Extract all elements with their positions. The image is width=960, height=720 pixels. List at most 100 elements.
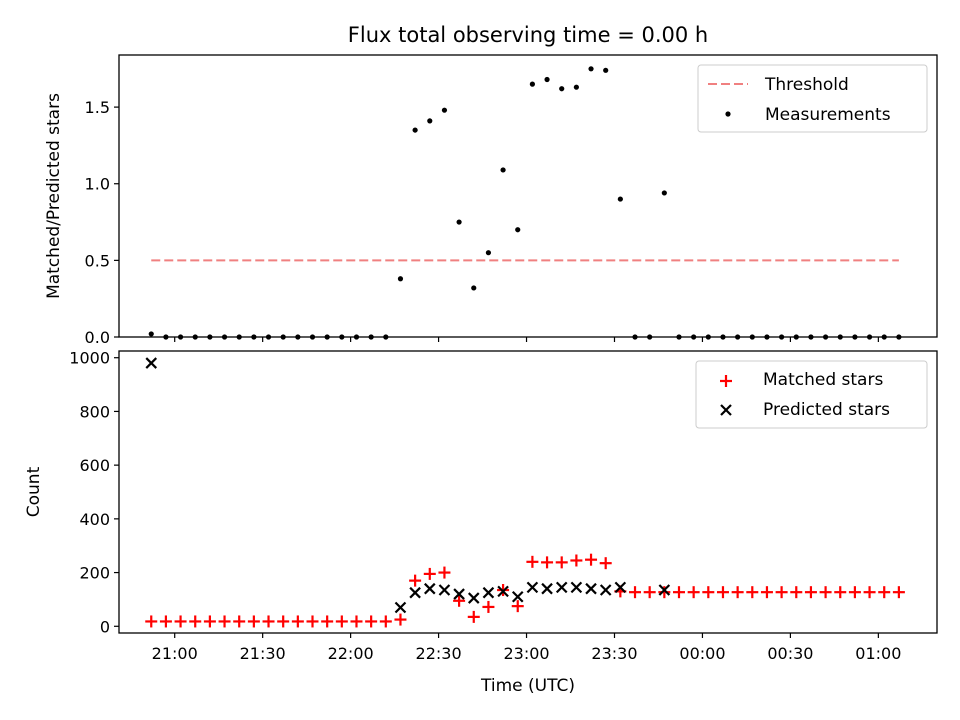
matched-star-point (672, 586, 685, 599)
matched-star-point (159, 615, 172, 628)
predicted-star-point-b (453, 588, 465, 600)
matched-star-point (145, 615, 158, 628)
matched-star-point (350, 615, 363, 628)
matched-star-point (453, 594, 466, 607)
predicted-star-point-b (438, 584, 451, 596)
count-legend-box (695, 360, 928, 429)
ratio-legend: Threshold Measurements (697, 64, 928, 133)
predicted-star-point-b (570, 581, 583, 594)
x-tick-label: 01:00 (855, 644, 901, 663)
matched-star-point (526, 555, 539, 568)
predicted-star-point (409, 586, 421, 599)
matched-star-point (555, 556, 568, 569)
matched-star-point (262, 615, 275, 628)
predicted-star-point-b (145, 357, 158, 369)
ratio-plot-frame (118, 54, 938, 338)
predicted-star-point (555, 581, 568, 594)
measurement-point (559, 86, 565, 92)
predicted-star-point (497, 585, 509, 598)
count-plot-marks (145, 357, 905, 628)
matched-star-point (438, 566, 451, 579)
ratio-y-tick-label: 0.0 (85, 328, 110, 347)
ratio-plot-marks (148, 66, 902, 340)
measurement-point (412, 127, 418, 133)
matched-star-point (658, 586, 671, 599)
matched-star-point (629, 586, 642, 599)
chart-title: Flux total observing time = 0.00 h (348, 23, 708, 47)
ratio-x-axis-ticks (174, 337, 879, 342)
measurement-point (485, 250, 492, 256)
matched-star-point (599, 557, 612, 570)
matched-star-point (892, 586, 905, 599)
predicted-star-point (511, 590, 524, 603)
predicted-star-point (145, 357, 158, 369)
x-tick-label: 21:00 (152, 644, 198, 663)
matched-star-point (570, 554, 583, 567)
threshold-legend-label: Threshold (764, 75, 849, 95)
x-tick-label: 23:00 (503, 644, 549, 663)
predicted-star-point (482, 586, 495, 599)
predicted-star-point-b (585, 582, 597, 595)
measurement-point (603, 67, 609, 73)
matched-star-point (863, 586, 876, 599)
matched-star-point (218, 615, 231, 628)
predicted-star-point-b (511, 590, 524, 603)
matched-star-point (746, 586, 759, 599)
x-tick-label: 22:00 (328, 644, 374, 663)
measurement-point (544, 76, 550, 83)
ratio-panel: Flux total observing time = 0.00 h 0.0 0.… (44, 23, 938, 347)
count-x-axis-ticks: 21:00 21:30 22:00 22:30 23:00 23:30 00:00 00:30… (152, 633, 901, 663)
predicted-stars-legend-swatch (720, 404, 732, 416)
matched-star-point (760, 586, 773, 599)
measurement-point (148, 331, 154, 337)
matched-star-point (306, 615, 319, 628)
predicted-star-point (467, 592, 480, 604)
count-y-tick-label: 0 (100, 617, 110, 636)
matched-star-point (775, 586, 788, 599)
count-y-tick-label: 600 (79, 456, 110, 475)
measurement-point (617, 196, 623, 202)
count-legend: Matched stars Predicted stars (695, 360, 928, 429)
matched-star-point (247, 615, 260, 628)
predicted-star-point-b (541, 582, 553, 595)
matched-star-point (878, 586, 891, 599)
predicted-star-point (394, 601, 407, 614)
measurement-point (456, 219, 462, 225)
measurements-legend-swatch (725, 111, 731, 117)
ratio-y-tick-label: 0.5 (85, 251, 110, 270)
predicted-star-point (438, 584, 451, 596)
ratio-y-tick-label: 1.0 (85, 175, 110, 194)
ratio-y-tick-label: 1.5 (85, 98, 110, 117)
matched-star-point (585, 553, 598, 566)
predicted-star-point (541, 582, 553, 595)
predicted-star-point (599, 584, 612, 596)
matched-star-point (233, 615, 246, 628)
matched-stars-legend-swatch (720, 375, 732, 387)
matched-star-point (277, 615, 290, 628)
matched-star-point (321, 615, 334, 628)
measurement-point (515, 227, 521, 233)
matched-star-point (203, 615, 216, 628)
predicted-star-point-b (497, 585, 509, 598)
matched-star-point (716, 586, 729, 599)
count-plot-frame (118, 350, 938, 634)
measurement-point (573, 84, 579, 90)
matched-star-point (511, 600, 524, 613)
matched-star-point (643, 586, 656, 599)
matched-star-point (394, 613, 407, 626)
matched-star-point (541, 556, 554, 569)
predicted-star-point-b (555, 581, 568, 594)
matched-star-point (790, 586, 803, 599)
matched-star-point (702, 586, 715, 599)
predicted-star-point (526, 581, 539, 594)
x-tick-label: 00:30 (767, 644, 813, 663)
predicted-star-point (658, 584, 671, 596)
predicted-star-point-b (467, 592, 480, 604)
matched-star-point (804, 586, 817, 599)
matched-star-point (848, 586, 861, 599)
measurement-point (397, 276, 404, 282)
count-y-tick-label: 200 (79, 564, 110, 583)
measurement-point (471, 285, 477, 291)
matched-star-point (291, 615, 304, 628)
